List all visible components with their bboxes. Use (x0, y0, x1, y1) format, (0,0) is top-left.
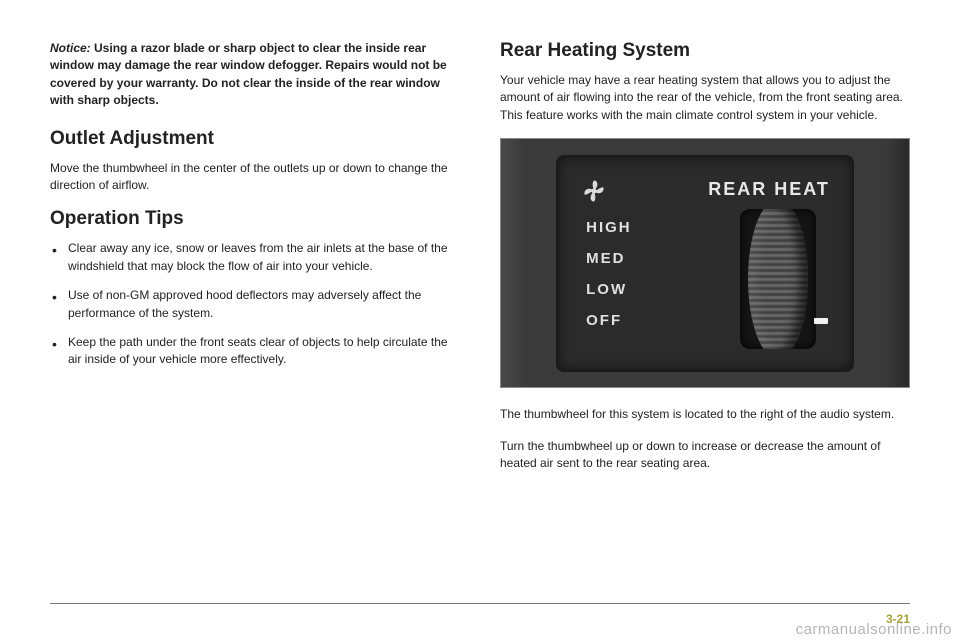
notice-block: Notice: Using a razor blade or sharp obj… (50, 40, 460, 110)
watermark: carmanualsonline.info (796, 621, 952, 638)
list-item: Keep the path under the front seats clea… (68, 334, 460, 369)
operation-tips-list: Clear away any ice, snow or leaves from … (50, 240, 460, 368)
level-low: LOW (586, 281, 632, 298)
operation-tips-heading: Operation Tips (50, 208, 460, 230)
rear-heat-panel: REAR HEAT HIGH MED LOW OFF (558, 157, 852, 370)
footer-rule (50, 603, 910, 604)
list-item: Use of non-GM approved hood deflectors m… (68, 287, 460, 322)
right-column: Rear Heating System Your vehicle may hav… (500, 40, 910, 486)
rear-heat-figure: REAR HEAT HIGH MED LOW OFF (500, 138, 910, 388)
rear-heating-intro: Your vehicle may have a rear heating sys… (500, 72, 910, 124)
level-med: MED (586, 250, 632, 267)
level-high: HIGH (586, 219, 632, 236)
level-off: OFF (586, 312, 632, 329)
thumbwheel (748, 209, 808, 349)
figure-caption-2: Turn the thumbwheel up or down to increa… (500, 438, 910, 473)
notice-body: Using a razor blade or sharp object to c… (50, 41, 447, 107)
page-content: Notice: Using a razor blade or sharp obj… (0, 0, 960, 516)
figure-caption-1: The thumbwheel for this system is locate… (500, 406, 910, 423)
thumbwheel-slot (740, 209, 816, 349)
list-item: Clear away any ice, snow or leaves from … (68, 240, 460, 275)
level-labels: HIGH MED LOW OFF (586, 219, 632, 329)
rear-heat-label: REAR HEAT (708, 179, 830, 200)
outlet-adjustment-heading: Outlet Adjustment (50, 128, 460, 150)
outlet-adjustment-body: Move the thumbwheel in the center of the… (50, 160, 460, 195)
left-column: Notice: Using a razor blade or sharp obj… (50, 40, 460, 486)
notice-label: Notice: (50, 41, 91, 55)
rear-heating-heading: Rear Heating System (500, 40, 910, 62)
fan-icon (580, 177, 608, 212)
wheel-indicator (814, 318, 828, 324)
